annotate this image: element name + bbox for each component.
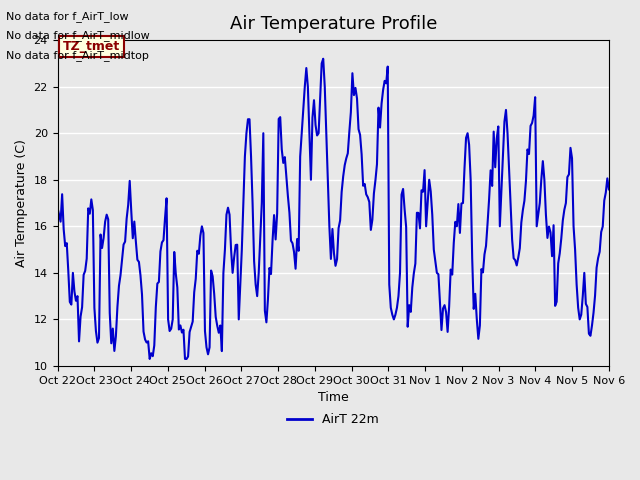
Text: No data for f_AirT_low: No data for f_AirT_low bbox=[6, 11, 129, 22]
X-axis label: Time: Time bbox=[318, 391, 349, 404]
Text: TZ_tmet: TZ_tmet bbox=[63, 40, 120, 53]
Legend: AirT 22m: AirT 22m bbox=[282, 408, 384, 432]
Text: No data for f_AirT_midtop: No data for f_AirT_midtop bbox=[6, 49, 149, 60]
Y-axis label: Air Termperature (C): Air Termperature (C) bbox=[15, 139, 28, 267]
Title: Air Temperature Profile: Air Temperature Profile bbox=[230, 15, 437, 33]
Text: No data for f_AirT_midlow: No data for f_AirT_midlow bbox=[6, 30, 150, 41]
